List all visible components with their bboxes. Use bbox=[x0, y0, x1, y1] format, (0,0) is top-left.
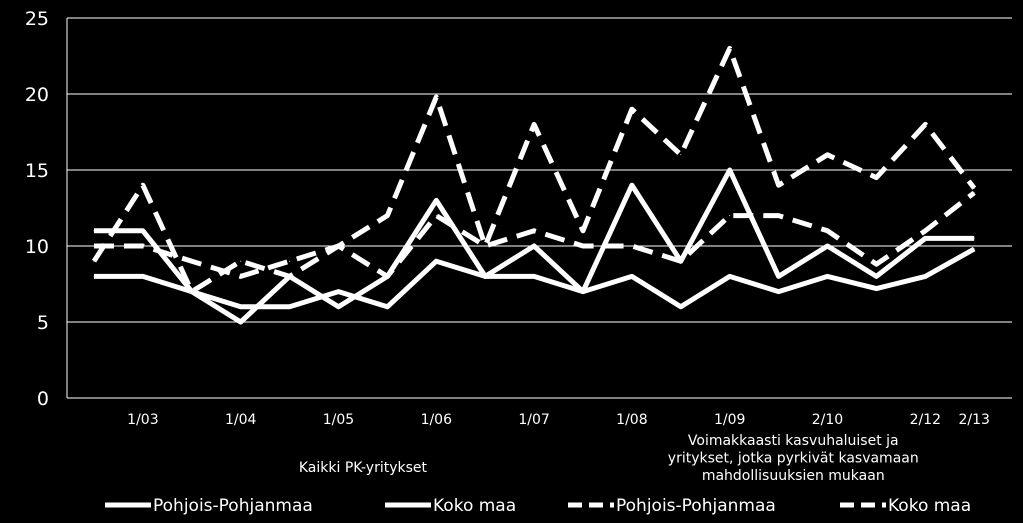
data-point bbox=[484, 245, 486, 247]
data-point bbox=[93, 275, 95, 277]
data-point bbox=[582, 245, 584, 247]
data-point bbox=[240, 260, 242, 262]
data-point bbox=[93, 230, 95, 232]
data-point bbox=[973, 248, 975, 250]
x-tick-label: 2/13 bbox=[958, 412, 989, 428]
y-tick-label: 20 bbox=[25, 84, 49, 106]
data-point bbox=[93, 260, 95, 262]
data-point bbox=[680, 260, 682, 262]
data-point bbox=[142, 245, 144, 247]
data-point bbox=[289, 260, 291, 262]
data-point bbox=[729, 169, 731, 171]
data-point bbox=[484, 275, 486, 277]
data-point bbox=[778, 215, 780, 217]
data-point bbox=[386, 215, 388, 217]
y-tick-label: 15 bbox=[25, 160, 49, 182]
data-point bbox=[729, 215, 731, 217]
group-label: Voimakkaasti kasvuhaluiset ja bbox=[688, 433, 899, 449]
data-point bbox=[582, 230, 584, 232]
legend-label: Koko maa bbox=[888, 496, 971, 516]
data-point bbox=[435, 96, 437, 98]
data-point bbox=[875, 288, 877, 290]
data-point bbox=[386, 306, 388, 308]
data-point bbox=[973, 192, 975, 194]
data-point bbox=[142, 275, 144, 277]
x-tick-label: 1/08 bbox=[616, 412, 647, 428]
data-point bbox=[142, 184, 144, 186]
y-tick-label: 5 bbox=[37, 312, 49, 334]
data-point bbox=[875, 275, 877, 277]
y-axis: 0 5 10 15 20 25 bbox=[25, 8, 68, 410]
data-point bbox=[778, 184, 780, 186]
data-point bbox=[680, 306, 682, 308]
y-tick-label: 10 bbox=[25, 236, 49, 258]
gridlines bbox=[67, 17, 1012, 323]
data-point bbox=[435, 215, 437, 217]
data-point bbox=[875, 263, 877, 265]
y-tick-label: 25 bbox=[25, 8, 49, 30]
data-point bbox=[93, 245, 95, 247]
legend-label: Koko maa bbox=[433, 496, 516, 516]
data-point bbox=[142, 230, 144, 232]
x-tick-label: 1/05 bbox=[323, 412, 354, 428]
data-point bbox=[240, 275, 242, 277]
data-point bbox=[778, 275, 780, 277]
x-tick-label: 1/09 bbox=[714, 412, 745, 428]
data-point bbox=[680, 154, 682, 156]
group-label: mahdollisuuksien mukaan bbox=[702, 468, 885, 484]
x-tick-label: 2/12 bbox=[910, 412, 941, 428]
group-label: Kaikki PK-yritykset bbox=[299, 460, 428, 476]
data-point bbox=[778, 291, 780, 293]
data-point bbox=[631, 245, 633, 247]
data-point bbox=[924, 123, 926, 125]
x-tick-label: 1/04 bbox=[225, 412, 257, 428]
legend-label: Pohjois-Pohjanmaa bbox=[616, 496, 776, 516]
data-point bbox=[827, 230, 828, 232]
data-point bbox=[875, 177, 877, 179]
data-point bbox=[533, 275, 535, 277]
data-point bbox=[631, 275, 633, 277]
data-point bbox=[924, 275, 926, 277]
legend-label: Pohjois-Pohjanmaa bbox=[153, 496, 313, 516]
data-point bbox=[924, 230, 926, 232]
data-point bbox=[289, 306, 291, 308]
data-point bbox=[729, 47, 731, 49]
data-point bbox=[827, 275, 828, 277]
data-point bbox=[289, 275, 291, 277]
group-label: yritykset, jotka pyrkivät kasvamaan bbox=[668, 451, 919, 467]
series-line-4 bbox=[94, 45, 977, 279]
data-point bbox=[338, 306, 339, 308]
data-point bbox=[533, 230, 535, 232]
data-point bbox=[973, 237, 975, 239]
y-tick-label: 0 bbox=[37, 388, 49, 410]
data-point bbox=[631, 108, 633, 110]
x-tick-label: 1/07 bbox=[518, 412, 549, 428]
x-tick-label: 1/06 bbox=[421, 412, 453, 428]
series-lines bbox=[91, 45, 977, 325]
data-point bbox=[338, 245, 339, 247]
data-point bbox=[240, 321, 242, 323]
data-point bbox=[631, 184, 633, 186]
data-point bbox=[924, 237, 926, 239]
data-point bbox=[191, 291, 193, 293]
data-point bbox=[827, 245, 828, 247]
data-point bbox=[533, 123, 535, 125]
data-point bbox=[435, 199, 437, 201]
data-point bbox=[191, 260, 193, 262]
data-point bbox=[973, 187, 975, 189]
data-point bbox=[386, 275, 388, 277]
legend: Pohjois-Pohjanmaa Koko maa Pohjois-Pohjanm… bbox=[105, 496, 971, 516]
x-tick-label: 1/03 bbox=[127, 412, 158, 428]
data-point bbox=[729, 275, 731, 277]
data-point bbox=[240, 306, 242, 308]
data-point bbox=[338, 291, 339, 293]
group-labels: Kaikki PK-yritykset Voimakkaasti kasvuhal… bbox=[299, 433, 919, 484]
data-point bbox=[582, 291, 584, 293]
data-point bbox=[435, 260, 437, 262]
data-point bbox=[827, 154, 828, 156]
x-axis: 1/03 1/04 1/05 1/06 1/07 1/08 1/09 2/10 2/12 2/13 bbox=[67, 397, 1012, 428]
data-point bbox=[533, 245, 535, 247]
x-tick-label: 2/10 bbox=[812, 412, 843, 428]
